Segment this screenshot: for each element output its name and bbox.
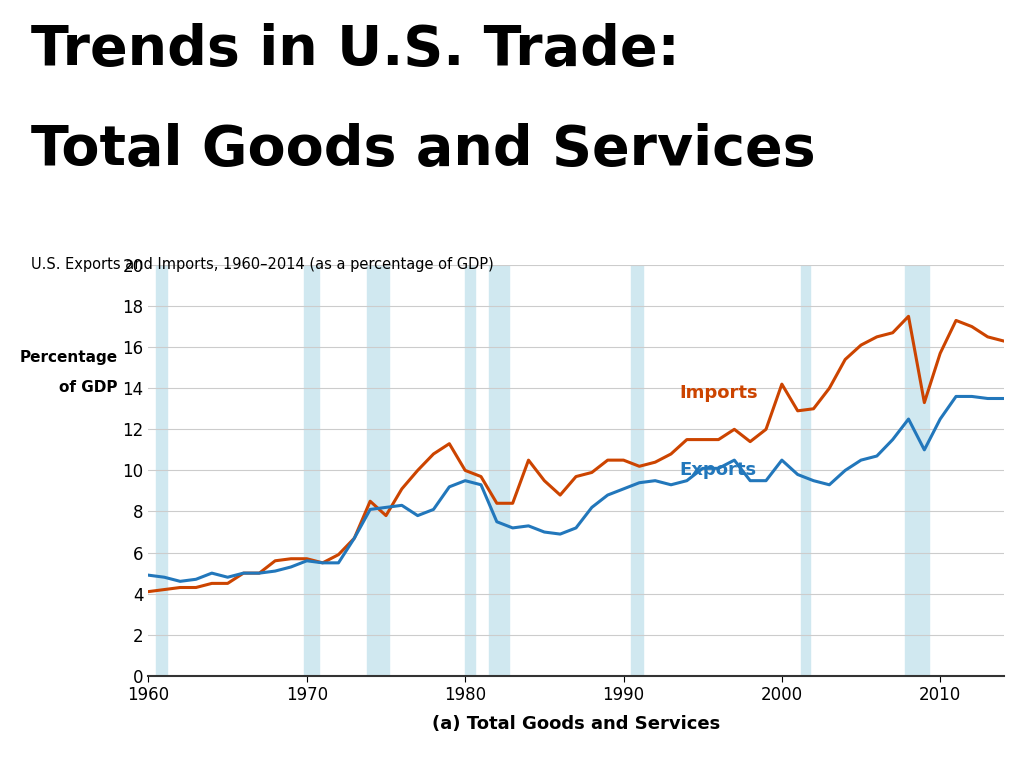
Text: of GDP: of GDP: [59, 380, 118, 396]
Text: Imports: Imports: [679, 385, 758, 402]
Bar: [367, 265, 389, 676]
X-axis label: (a) Total Goods and Services: (a) Total Goods and Services: [432, 715, 720, 733]
Text: Exports: Exports: [679, 461, 756, 478]
Text: Percentage: Percentage: [19, 349, 118, 365]
Bar: [801, 265, 810, 676]
Text: Trends in U.S. Trade:: Trends in U.S. Trade:: [31, 23, 680, 77]
Text: Total Goods and Services: Total Goods and Services: [31, 123, 815, 177]
Bar: [157, 265, 168, 676]
Bar: [488, 265, 510, 676]
Text: U.S. Exports and Imports, 1960–2014 (as a percentage of GDP): U.S. Exports and Imports, 1960–2014 (as …: [31, 257, 494, 273]
Bar: [905, 265, 929, 676]
Bar: [465, 265, 475, 676]
Bar: [632, 265, 642, 676]
Bar: [304, 265, 319, 676]
